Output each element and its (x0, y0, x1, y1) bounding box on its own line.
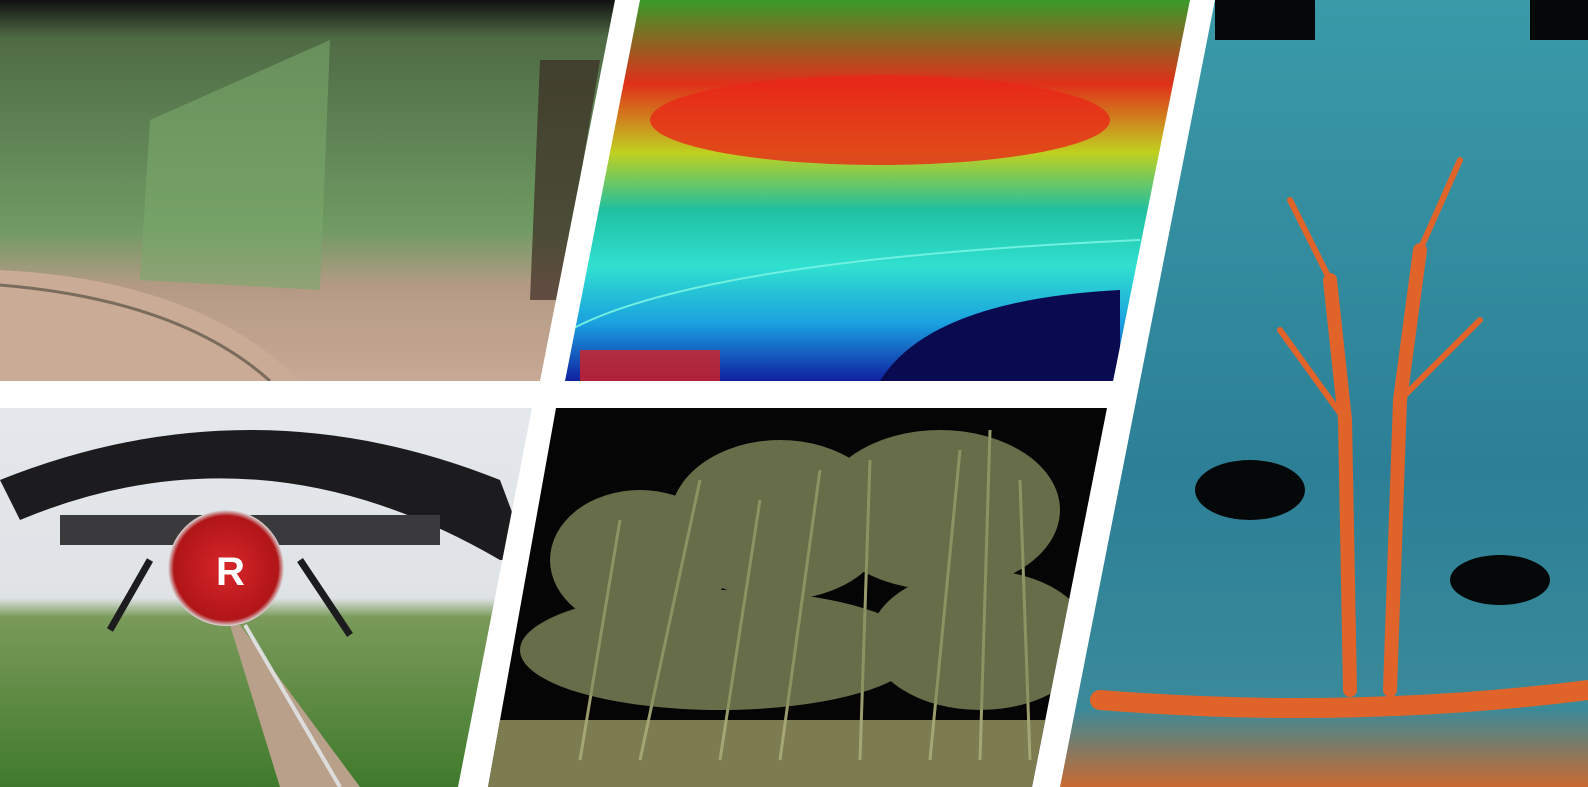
logo-glyph: R (216, 550, 245, 594)
photo-lidar-height (565, 0, 1190, 381)
photo-hillside (0, 0, 615, 381)
photo-forest-scan (488, 408, 1107, 787)
photo-drone: R (0, 408, 532, 787)
